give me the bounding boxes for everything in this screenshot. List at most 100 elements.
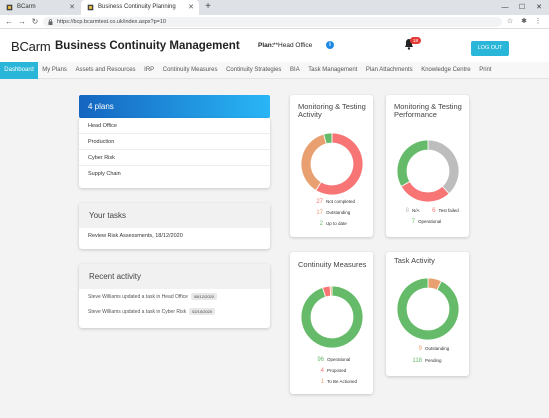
bcarm-favicon-icon bbox=[6, 4, 13, 11]
continuity-measures-card: Continuity Measures 96 Operational 4 Propos… bbox=[290, 252, 373, 394]
legend-row: 118 Pending bbox=[412, 358, 442, 364]
lock-icon bbox=[48, 19, 53, 25]
legend-row: 1 To Be Actioned bbox=[314, 379, 357, 385]
app-header bbox=[0, 29, 549, 62]
plan-item-production[interactable]: Production bbox=[79, 134, 270, 150]
url-field[interactable]: https://bcp.bcarmtest.co.uk/index.aspx?p… bbox=[43, 17, 502, 27]
pie-chart[interactable] bbox=[300, 132, 364, 196]
legend-value: 8 bbox=[405, 208, 409, 214]
reload-icon[interactable]: ↻ bbox=[31, 17, 39, 26]
task-activity-card: Task Activity 9 Outstanding 118 Pending bbox=[386, 252, 469, 376]
activity-text: Steve Williams updated a task in Cyber R… bbox=[88, 309, 187, 315]
nav-item-irp[interactable]: IRP bbox=[144, 67, 155, 73]
legend-row: 4 Proposed bbox=[314, 368, 347, 374]
legend-value: 2 bbox=[319, 221, 323, 227]
minimize-icon[interactable]: — bbox=[501, 4, 509, 11]
extensions-icon[interactable]: ✱ bbox=[521, 18, 527, 25]
legend-row: 2 Up to date bbox=[313, 221, 347, 227]
pie-slice-n-a[interactable] bbox=[427, 139, 460, 195]
nav-item-knowledge-centre[interactable]: Knowledge Centre bbox=[421, 67, 471, 73]
plans-header: 4 plans bbox=[79, 95, 270, 118]
maximize-icon[interactable]: ☐ bbox=[518, 4, 526, 11]
monitoring-performance-card: Monitoring & Testing Performance 8 N/A 6 Te… bbox=[386, 95, 469, 237]
main-nav: Dashboard My Plans Assets and Resources IRP… bbox=[0, 62, 549, 79]
nav-item-plan-attachments[interactable]: Plan Attachments bbox=[365, 67, 413, 73]
tab-label: Business Continuity Planning bbox=[98, 4, 176, 10]
tab-label: BCarm bbox=[17, 4, 36, 10]
legend-row: 9 Outstanding bbox=[412, 346, 450, 352]
close-tab-icon[interactable]: ✕ bbox=[69, 4, 75, 11]
nav-item-task-management[interactable]: Task Management bbox=[308, 67, 358, 73]
legend-value: 9 bbox=[418, 346, 422, 352]
chart-title: Monitoring & Testing Activity bbox=[298, 102, 366, 119]
legend-row: 8 N/A 6 Test failed bbox=[399, 208, 459, 214]
pie-slice-test-failed[interactable] bbox=[400, 180, 450, 203]
legend-value: 7 bbox=[411, 219, 415, 225]
pie-chart[interactable] bbox=[396, 277, 460, 341]
pie-slice-to-be-actioned[interactable] bbox=[329, 285, 333, 297]
task-item[interactable]: Review Risk Assessments, 18/12/2020 bbox=[88, 233, 183, 239]
plan-item-head-office[interactable]: Head Office bbox=[79, 118, 270, 134]
pie-chart[interactable] bbox=[300, 285, 364, 349]
legend-value: 17 bbox=[316, 210, 323, 216]
forward-icon[interactable]: → bbox=[18, 17, 26, 26]
pie-slice-pending[interactable] bbox=[396, 277, 460, 341]
logo: BCarm bbox=[11, 39, 51, 54]
tasks-card: Your tasks Review Risk Assessments, 18/1… bbox=[79, 203, 270, 249]
pie-slice-outstanding[interactable] bbox=[300, 133, 327, 192]
activity-item[interactable]: Steve Williams updated a task in Head Of… bbox=[88, 293, 217, 300]
legend-row: 17 Outstanding bbox=[313, 210, 350, 216]
pie-slice-operational[interactable] bbox=[300, 285, 364, 349]
legend-label: Outstanding bbox=[326, 210, 351, 215]
legend-label: Pending bbox=[425, 358, 442, 363]
legend-label: N/A bbox=[412, 208, 420, 213]
legend-label: Operational bbox=[418, 219, 442, 224]
legend-value: 27 bbox=[316, 199, 323, 205]
back-icon[interactable]: ← bbox=[5, 17, 13, 26]
browser-tab-bcp[interactable]: Business Continuity Planning ✕ bbox=[81, 0, 199, 15]
nav-item-dashboard[interactable]: Dashboard bbox=[0, 62, 38, 79]
nav-item-my-plans[interactable]: My Plans bbox=[42, 67, 67, 73]
chart-title: Monitoring & Testing Performance bbox=[394, 102, 462, 119]
legend-row: 27 Not completed bbox=[313, 199, 355, 205]
legend-value: 96 bbox=[317, 357, 324, 363]
legend-value: 6 bbox=[432, 208, 436, 214]
activity-date: 08/12/2020 bbox=[190, 293, 217, 300]
nav-item-continuity-strategies[interactable]: Continuity Strategies bbox=[226, 67, 282, 73]
nav-item-bia[interactable]: BIA bbox=[290, 67, 300, 73]
pie-chart[interactable] bbox=[396, 139, 460, 203]
close-tab-icon[interactable]: ✕ bbox=[188, 4, 194, 11]
close-window-icon[interactable]: ✕ bbox=[536, 4, 542, 11]
browser-tab-bcarm[interactable]: BCarm ✕ bbox=[0, 0, 80, 15]
nav-item-assets-and-resources[interactable]: Assets and Resources bbox=[75, 67, 136, 73]
plans-list: Head Office Production Cyber Risk Supply… bbox=[79, 118, 270, 188]
legend-value: 1 bbox=[320, 379, 324, 385]
url-text: https://bcp.bcarmtest.co.uk/index.aspx?p… bbox=[57, 19, 166, 25]
legend-value: 118 bbox=[412, 358, 422, 364]
pie-slice-operational[interactable] bbox=[396, 139, 429, 188]
legend-row: 7 Operational bbox=[405, 219, 442, 225]
nav-item-print[interactable]: Print bbox=[479, 67, 492, 73]
notification-badge: 18 bbox=[410, 37, 421, 44]
activity-card: Recent activity Steve Williams updated a… bbox=[79, 264, 270, 328]
monitoring-activity-card: Monitoring & Testing Activity 27 Not comp… bbox=[290, 95, 373, 237]
activity-text: Steve Williams updated a task in Head Of… bbox=[88, 294, 188, 300]
legend-label: Test failed bbox=[438, 208, 459, 213]
pie-slice-up-to-date[interactable] bbox=[323, 132, 333, 145]
menu-icon[interactable]: ⋮ bbox=[534, 18, 542, 25]
nav-item-continuity-measures[interactable]: Continuity Measures bbox=[162, 67, 218, 73]
activity-item[interactable]: Steve Williams updated a task in Cyber R… bbox=[88, 308, 216, 315]
chart-title: Task Activity bbox=[394, 256, 435, 265]
plan-label: Plan: bbox=[258, 42, 274, 49]
activity-title: Recent activity bbox=[79, 264, 270, 289]
star-icon[interactable]: ☆ bbox=[506, 18, 514, 25]
plan-item-supply-chain[interactable]: Supply Chain bbox=[88, 171, 121, 177]
activity-date: 02/10/2020 bbox=[189, 308, 216, 315]
info-icon[interactable]: i bbox=[326, 41, 334, 49]
plan-item-cyber-risk[interactable]: Cyber Risk bbox=[79, 150, 270, 166]
legend-label: Not completed bbox=[326, 199, 356, 204]
legend-label: Operational bbox=[327, 357, 351, 362]
logout-button[interactable]: LOG OUT bbox=[471, 41, 509, 56]
new-tab-icon[interactable]: + bbox=[205, 1, 211, 12]
plan-selector[interactable]: **Head Office bbox=[273, 42, 313, 49]
